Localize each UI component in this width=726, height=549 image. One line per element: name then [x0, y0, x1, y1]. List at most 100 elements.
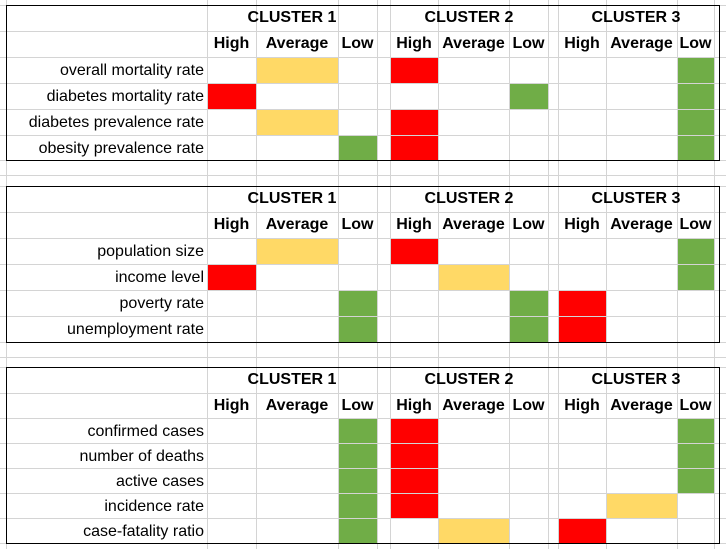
level-header-average: Average	[265, 397, 329, 414]
gridline-horizontal	[0, 135, 726, 136]
gridline-horizontal	[0, 418, 726, 419]
gridline-vertical	[558, 0, 559, 549]
cell-high[interactable]	[391, 494, 438, 518]
gridline-horizontal	[0, 290, 726, 291]
cell-low[interactable]	[678, 84, 714, 109]
level-header-low: Low	[512, 397, 545, 414]
cell-high[interactable]	[391, 419, 438, 443]
gridline-horizontal	[0, 443, 726, 444]
cell-low[interactable]	[339, 469, 377, 493]
table-border	[6, 186, 720, 343]
cell-low[interactable]	[678, 239, 714, 264]
cell-high[interactable]	[391, 239, 438, 264]
cell-average[interactable]	[607, 494, 677, 518]
cluster-header: CLUSTER 1	[247, 190, 337, 207]
level-header-low: Low	[341, 397, 374, 414]
row-label: confirmed cases	[87, 423, 205, 440]
cell-low[interactable]	[678, 110, 714, 135]
gridline-vertical	[207, 0, 208, 549]
cell-low[interactable]	[510, 317, 548, 342]
cell-low[interactable]	[339, 317, 377, 342]
level-header-high: High	[564, 397, 600, 414]
gridline-vertical	[509, 0, 510, 549]
cell-low[interactable]	[339, 136, 377, 160]
level-header-low: Low	[341, 216, 374, 233]
row-label: incidence rate	[104, 498, 204, 515]
level-header-high: High	[564, 35, 600, 52]
cluster-header: CLUSTER 3	[591, 9, 681, 26]
cell-average[interactable]	[439, 265, 509, 290]
level-header-high: High	[213, 397, 250, 414]
level-header-average: Average	[610, 397, 673, 414]
cell-low[interactable]	[678, 265, 714, 290]
gridline-horizontal	[0, 175, 726, 176]
gridline-horizontal	[0, 212, 726, 213]
cell-low[interactable]	[678, 419, 714, 443]
cell-high[interactable]	[208, 84, 256, 109]
cell-high[interactable]	[391, 136, 438, 160]
gridline-horizontal	[0, 316, 726, 317]
row-label: poverty rate	[119, 295, 204, 312]
cluster-header: CLUSTER 1	[247, 9, 337, 26]
cell-high[interactable]	[391, 469, 438, 493]
cell-low[interactable]	[339, 444, 377, 468]
row-label: diabetes mortality rate	[46, 88, 204, 105]
cluster-header: CLUSTER 3	[591, 371, 681, 388]
cell-high[interactable]	[391, 110, 438, 135]
gridline-horizontal	[0, 109, 726, 110]
level-header-low: Low	[512, 35, 545, 52]
cell-low[interactable]	[339, 494, 377, 518]
level-header-average: Average	[265, 216, 329, 233]
level-header-average: Average	[265, 35, 329, 52]
gridline-horizontal	[0, 57, 726, 58]
row-label: active cases	[115, 473, 204, 490]
row-label: unemployment rate	[67, 321, 204, 338]
cell-average[interactable]	[257, 110, 338, 135]
cell-low[interactable]	[510, 84, 548, 109]
level-header-average: Average	[442, 397, 505, 414]
cell-average[interactable]	[439, 519, 509, 543]
cell-low[interactable]	[678, 136, 714, 160]
cluster-header: CLUSTER 3	[591, 190, 681, 207]
cell-high[interactable]	[391, 444, 438, 468]
row-label: population size	[97, 243, 204, 260]
gridline-horizontal	[0, 264, 726, 265]
gridline-vertical	[438, 0, 439, 549]
gridline-horizontal	[0, 357, 726, 358]
cell-average[interactable]	[257, 58, 338, 83]
level-header-low: Low	[679, 397, 712, 414]
level-header-high: High	[396, 397, 432, 414]
cluster-header: CLUSTER 2	[424, 9, 514, 26]
level-header-low: Low	[341, 35, 374, 52]
gridline-vertical	[390, 0, 391, 549]
gridline-vertical	[606, 0, 607, 549]
level-header-average: Average	[442, 216, 505, 233]
level-header-low: Low	[512, 216, 545, 233]
cell-low[interactable]	[678, 58, 714, 83]
cell-low[interactable]	[510, 291, 548, 316]
gridline-vertical	[714, 0, 715, 549]
cell-high[interactable]	[559, 317, 606, 342]
row-label: diabetes prevalence rate	[28, 114, 204, 131]
gridline-vertical	[338, 0, 339, 549]
cell-low[interactable]	[339, 419, 377, 443]
cell-low[interactable]	[678, 444, 714, 468]
row-label: number of deaths	[79, 448, 204, 465]
cell-high[interactable]	[559, 519, 606, 543]
level-header-high: High	[396, 35, 432, 52]
gridline-horizontal	[0, 493, 726, 494]
gridline-horizontal	[0, 518, 726, 519]
cell-low[interactable]	[339, 519, 377, 543]
cell-average[interactable]	[257, 239, 338, 264]
level-header-low: Low	[679, 216, 712, 233]
gridline-horizontal	[0, 238, 726, 239]
level-header-high: High	[213, 216, 250, 233]
cell-low[interactable]	[339, 291, 377, 316]
cell-high[interactable]	[208, 265, 256, 290]
level-header-average: Average	[610, 35, 673, 52]
cell-high[interactable]	[559, 291, 606, 316]
cell-high[interactable]	[391, 58, 438, 83]
cluster-header: CLUSTER 1	[247, 371, 337, 388]
cell-low[interactable]	[678, 469, 714, 493]
